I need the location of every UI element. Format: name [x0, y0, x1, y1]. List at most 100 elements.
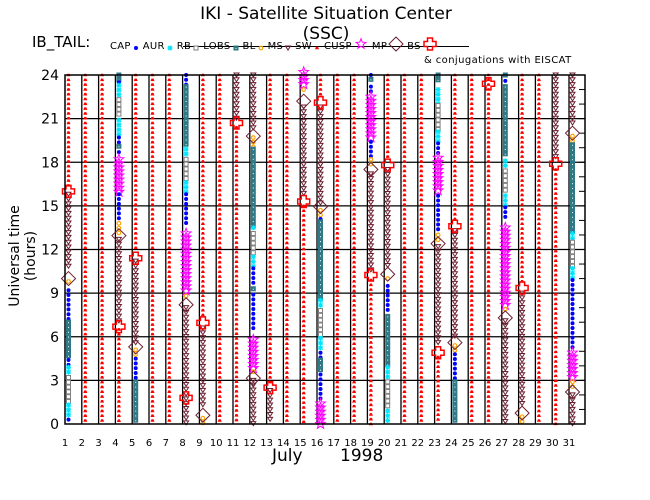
sw-marker — [419, 198, 424, 202]
sw-marker — [83, 145, 88, 149]
sw-marker — [217, 400, 222, 403]
sw-marker — [217, 251, 222, 254]
sw-marker — [335, 304, 340, 307]
sw-marker — [150, 188, 155, 192]
sw-marker — [234, 154, 239, 158]
bl-marker — [200, 420, 206, 426]
sw-marker — [234, 375, 239, 379]
rb-marker — [570, 244, 575, 250]
sw-marker — [234, 332, 239, 335]
sw-marker — [167, 222, 172, 226]
ms-marker — [182, 333, 190, 340]
sw-marker — [452, 160, 457, 163]
sw-marker — [217, 169, 222, 173]
cusp-marker — [364, 126, 378, 139]
sw-marker — [100, 107, 105, 110]
sw-marker — [469, 275, 474, 278]
sw-marker — [83, 88, 88, 91]
sw-marker — [402, 184, 407, 187]
cap-marker — [251, 271, 256, 276]
sw-marker — [419, 97, 424, 101]
sw-marker — [352, 193, 357, 197]
ms-marker — [132, 330, 140, 337]
sw-marker — [83, 390, 88, 394]
sw-marker — [217, 198, 222, 202]
cap-marker — [116, 211, 121, 216]
sw-marker — [402, 83, 407, 86]
sw-marker — [167, 198, 172, 202]
mp-marker — [312, 198, 329, 215]
cusp-marker — [566, 366, 579, 379]
sw-marker — [469, 289, 474, 293]
sw-marker — [100, 380, 105, 384]
lobs-marker — [133, 384, 139, 390]
sw-marker — [100, 131, 105, 134]
ms-marker — [384, 258, 392, 264]
sw-marker — [402, 390, 407, 394]
sw-marker — [469, 131, 474, 134]
sw-marker — [419, 270, 424, 274]
sw-marker — [486, 116, 491, 120]
sw-marker — [368, 341, 373, 344]
sw-marker — [100, 116, 105, 120]
sw-marker — [536, 352, 541, 355]
cap-marker — [251, 302, 256, 307]
sw-marker — [116, 400, 121, 403]
sw-marker — [150, 270, 155, 274]
aur-marker — [570, 231, 575, 237]
sw-marker — [268, 222, 273, 226]
sw-marker — [486, 361, 491, 365]
aur-marker — [66, 407, 71, 413]
sw-marker — [167, 236, 172, 240]
ms-marker — [501, 385, 509, 391]
sw-marker — [234, 246, 239, 249]
ms-marker — [115, 308, 123, 315]
lobs-marker — [435, 77, 441, 83]
sw-marker — [536, 260, 541, 264]
sw-marker — [234, 198, 239, 201]
lobs-marker — [385, 357, 391, 363]
sw-marker — [335, 150, 340, 154]
sw-marker — [520, 241, 525, 245]
sw-marker — [83, 193, 88, 197]
sw-marker — [217, 121, 222, 125]
bs-marker — [229, 116, 244, 130]
sw-marker — [520, 174, 525, 178]
bs-marker — [313, 95, 328, 110]
sw-marker — [335, 385, 340, 389]
day-column-25 — [469, 73, 474, 422]
ms-marker — [434, 320, 442, 327]
sw-marker — [217, 126, 222, 130]
sw-marker — [83, 217, 88, 221]
aur-marker — [570, 275, 575, 281]
bs-marker — [296, 194, 311, 209]
sw-marker — [133, 198, 138, 202]
sw-marker — [100, 347, 105, 350]
sw-marker — [150, 208, 155, 211]
sw-marker — [553, 182, 558, 186]
sw-marker — [536, 280, 541, 283]
sw-marker — [133, 222, 138, 226]
ms-marker — [518, 367, 526, 373]
sw-marker — [150, 284, 155, 288]
sw-marker — [419, 251, 424, 254]
ms-marker — [300, 162, 308, 168]
ms-marker — [132, 321, 140, 327]
ms-marker — [518, 333, 526, 340]
sw-marker — [100, 304, 105, 307]
sw-marker — [335, 140, 340, 144]
sw-marker — [520, 131, 525, 134]
sw-marker — [268, 102, 273, 106]
x-tick-label: 11 — [227, 438, 240, 449]
cap-marker — [436, 198, 441, 203]
sw-marker — [452, 88, 457, 91]
lobs-marker — [452, 408, 458, 414]
sw-marker — [402, 280, 407, 283]
sw-marker — [301, 223, 306, 227]
sw-marker — [167, 260, 172, 264]
sw-marker — [536, 236, 541, 240]
sw-marker — [100, 275, 105, 278]
lobs-marker — [133, 408, 139, 414]
lobs-marker — [250, 156, 256, 162]
sw-marker — [402, 299, 407, 302]
